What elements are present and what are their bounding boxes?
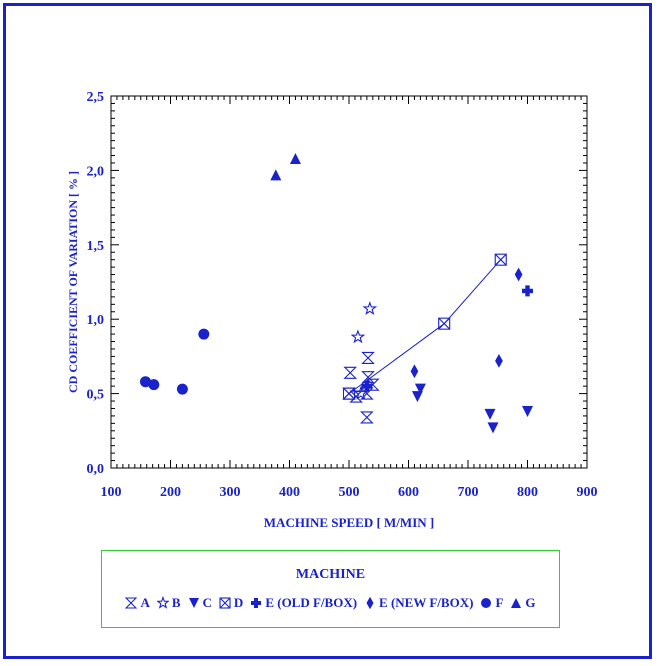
y-tick-labels: 0,0 0,5 1,0 1,5 2,0 2,5: [87, 90, 105, 477]
x-tick-label: 800: [517, 485, 538, 500]
data-point-c: [484, 408, 496, 420]
data-point-e-old-f-box: [522, 285, 533, 297]
x-tick-label: 200: [160, 485, 181, 500]
x-tick-label: 700: [458, 485, 479, 500]
legend-label: E (OLD F/BOX): [265, 595, 358, 610]
star-icon: [156, 596, 169, 609]
y-tick-label: 0,5: [87, 388, 105, 403]
x-tick-label: 900: [577, 485, 598, 500]
data-point-e-new-f-box: [495, 353, 503, 368]
outer-frame: [3, 3, 652, 659]
diamond-icon: [366, 596, 374, 610]
hourglass-icon: [125, 597, 138, 609]
legend-items: A B C D E (OLD F/BOX) E (NEW F/BOX) F G: [102, 595, 559, 611]
legend-label: G: [525, 595, 536, 610]
data-point-a: [361, 351, 375, 364]
data-point-b: [362, 301, 378, 315]
legend-label: C: [202, 595, 212, 610]
y-tick-label: 1,0: [87, 313, 105, 328]
data-point-b: [353, 385, 369, 400]
legend-item-c: C: [188, 595, 212, 611]
legend-item-d: D: [219, 595, 243, 611]
data-point-e-new-f-box: [514, 267, 523, 282]
legend-label: E (NEW F/BOX): [379, 595, 474, 610]
data-point-g: [270, 169, 282, 181]
legend: MACHINE A B C D E (OLD F/BOX) E (NEW F/BOX) F G: [101, 550, 560, 628]
data-point-a: [360, 411, 374, 424]
x-tick-label: 400: [279, 485, 300, 500]
plus-icon: [251, 598, 262, 608]
data-point-d: [342, 387, 356, 400]
data-point-g: [289, 152, 301, 164]
y-tick-label: 2,5: [87, 90, 105, 105]
legend-item-e-old-f-box: E (OLD F/BOX): [250, 595, 357, 611]
data-point-c: [414, 383, 426, 395]
data-points: [140, 152, 533, 434]
x-tick-label: 300: [220, 485, 241, 500]
x-tick-label: 600: [398, 485, 419, 500]
data-point-c: [487, 422, 499, 434]
data-point-e-old-f-box: [361, 380, 373, 392]
data-point-f: [148, 379, 160, 391]
y-tick-label: 2,0: [87, 164, 105, 179]
data-point-d: [438, 317, 451, 330]
boxed-x-icon: [219, 597, 231, 609]
legend-item-g: G: [510, 595, 536, 611]
legend-item-e-new-f-box: E (NEW F/BOX): [364, 595, 473, 611]
data-point-e-new-f-box: [410, 364, 419, 379]
data-point-b: [350, 329, 366, 344]
legend-label: D: [233, 595, 244, 610]
triangle-up-icon: [511, 598, 522, 608]
legend-item-a: A: [125, 595, 150, 611]
circle-icon: [481, 598, 492, 608]
data-point-c: [522, 405, 533, 417]
triangle-down-icon: [188, 598, 199, 608]
legend-label: B: [171, 595, 181, 610]
y-tick-label: 0,0: [87, 462, 105, 477]
x-tick-label: 500: [339, 485, 360, 500]
data-point-f: [140, 376, 152, 388]
y-tick-label: 1,5: [87, 239, 105, 254]
x-tick-labels: 100 200 300 400 500 600 700 800 900: [101, 485, 598, 500]
legend-title: MACHINE: [295, 567, 366, 582]
data-point-d: [494, 253, 507, 266]
legend-item-f: F: [480, 595, 503, 611]
data-point-f: [176, 383, 188, 395]
legend-label: A: [140, 595, 150, 610]
axis-ticks: [110, 95, 588, 469]
data-point-f: [198, 328, 210, 340]
plot-area: [110, 95, 588, 469]
x-axis-label: MACHINE SPEED [ M/MIN ]: [264, 515, 434, 530]
x-tick-label: 100: [101, 485, 122, 500]
data-point-a: [343, 366, 358, 379]
legend-label: F: [495, 595, 504, 610]
y-axis-label: CD COEFFICIENT OF VARIATION [ % ]: [66, 171, 80, 393]
legend-item-b: B: [156, 595, 181, 611]
